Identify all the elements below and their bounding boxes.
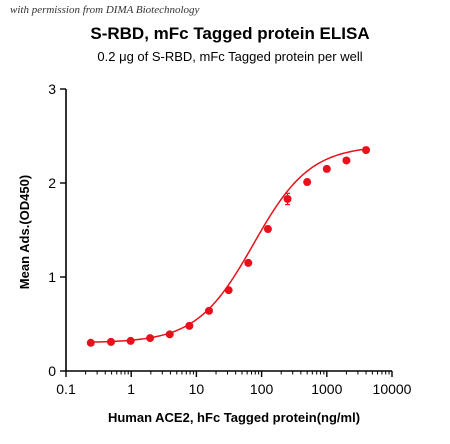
y-tick-label: 1	[48, 269, 56, 285]
data-point	[185, 321, 194, 330]
y-tick-label: 0	[48, 363, 56, 379]
data-point	[86, 338, 95, 347]
data-point	[303, 178, 312, 187]
x-tick-label: 100	[250, 381, 274, 397]
data-point	[244, 258, 253, 267]
data-point	[165, 330, 174, 339]
chart-subtitle: 0.2 μg of S-RBD, mFc Tagged protein per …	[97, 49, 362, 64]
x-tick-label: 0.1	[56, 381, 76, 397]
data-point	[224, 286, 233, 295]
x-axis-label: Human ACE2, hFc Tagged protein(ng/ml)	[108, 410, 360, 425]
x-tick-label: 10000	[373, 381, 412, 397]
y-tick-label: 3	[48, 81, 56, 97]
y-tick-label: 2	[48, 175, 56, 191]
y-axis-label: Mean Ads.(OD450)	[17, 175, 32, 289]
x-tick-label: 1000	[311, 381, 342, 397]
chart-title: S-RBD, mFc Tagged protein ELISA	[90, 24, 369, 43]
plot-area: 0 1 2 3 0.1 1 10 100 1000 10000	[48, 81, 411, 397]
watermark-text: with permission from DIMA Biotechnology	[10, 4, 200, 16]
data-point	[362, 146, 371, 155]
data-point	[126, 336, 135, 345]
fit-curve	[90, 148, 367, 343]
x-tick-label: 1	[127, 381, 135, 397]
data-point	[342, 156, 351, 165]
data-point	[263, 225, 272, 234]
x-tick-label: 10	[189, 381, 205, 397]
data-point	[322, 164, 331, 173]
data-point	[283, 194, 292, 203]
data-point	[146, 334, 155, 343]
data-point	[107, 337, 116, 346]
data-point	[204, 306, 213, 315]
